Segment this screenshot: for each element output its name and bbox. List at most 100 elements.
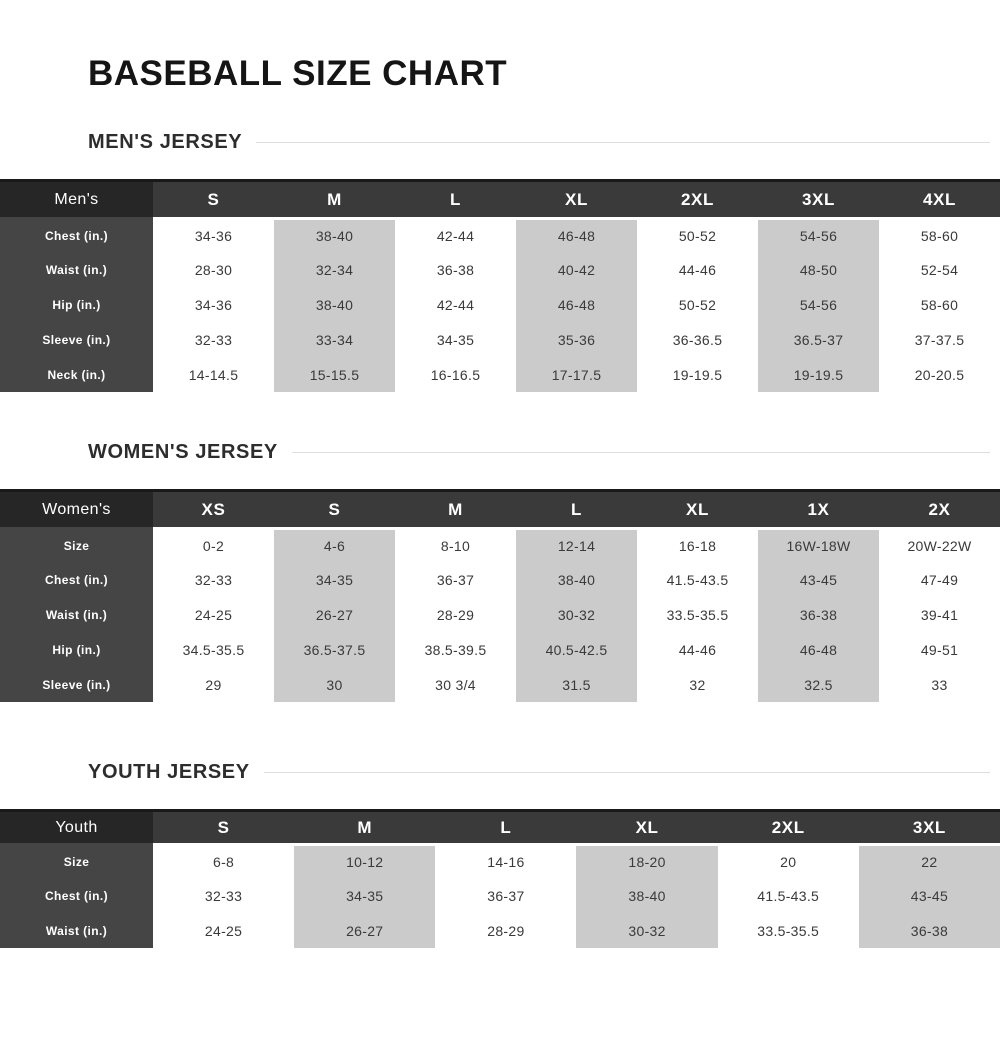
size-value-cell: 42-44 [395, 217, 516, 252]
size-value-cell: 34-36 [153, 217, 274, 252]
size-value-cell: 14-16 [435, 843, 577, 878]
measurement-row-label: Size [0, 527, 153, 562]
size-value-cell: 38.5-39.5 [395, 632, 516, 667]
size-value-cell: 40.5-42.5 [516, 632, 637, 667]
size-column-header: 1X [758, 489, 879, 527]
size-value-cell: 37-37.5 [879, 322, 1000, 357]
size-column-header: L [435, 809, 577, 843]
section-rule [291, 451, 990, 453]
size-value-cell: 20W-22W [879, 527, 1000, 562]
section-header-mens: MEN'S JERSEY [88, 130, 990, 154]
size-value-cell: 43-45 [858, 878, 1000, 913]
size-value-cell: 20 [717, 843, 859, 878]
size-column-header: 2X [879, 489, 1000, 527]
size-value-cell: 32.5 [758, 667, 879, 702]
size-column-header: L [395, 179, 516, 217]
size-column-header: XL [576, 809, 718, 843]
size-value-cell: 35-36 [516, 322, 637, 357]
size-column-header: 4XL [879, 179, 1000, 217]
youth-jersey-section: YOUTH JERSEY Youth S M L XL 2XL 3XL Size 6-8 10-1… [0, 760, 1000, 948]
table-corner-label: Youth [0, 809, 153, 843]
mens-jersey-section: MEN'S JERSEY Men's S M L XL 2XL 3XL 4XL Chest (i… [0, 130, 1000, 392]
measurement-row-label: Waist (in.) [0, 597, 153, 632]
size-value-cell: 30-32 [576, 913, 718, 948]
mens-size-table: Men's S M L XL 2XL 3XL 4XL Chest (in.) 34-36 38-40… [0, 179, 1000, 392]
size-value-cell: 58-60 [879, 287, 1000, 322]
size-value-cell: 38-40 [576, 878, 718, 913]
size-value-cell: 41.5-43.5 [717, 878, 859, 913]
size-value-cell: 32-33 [153, 562, 274, 597]
size-value-cell: 34-35 [294, 878, 436, 913]
size-value-cell: 29 [153, 667, 274, 702]
size-value-cell: 20-20.5 [879, 357, 1000, 392]
measurement-row-label: Sleeve (in.) [0, 322, 153, 357]
size-value-cell: 46-48 [516, 217, 637, 252]
size-value-cell: 44-46 [637, 632, 758, 667]
size-column-header: M [274, 179, 395, 217]
size-value-cell: 32 [637, 667, 758, 702]
size-value-cell: 36-37 [395, 562, 516, 597]
size-value-cell: 36-36.5 [637, 322, 758, 357]
size-value-cell: 48-50 [758, 252, 879, 287]
size-value-cell: 43-45 [758, 562, 879, 597]
size-value-cell: 12-14 [516, 527, 637, 562]
size-value-cell: 46-48 [516, 287, 637, 322]
size-value-cell: 47-49 [879, 562, 1000, 597]
size-value-cell: 16W-18W [758, 527, 879, 562]
youth-size-table: Youth S M L XL 2XL 3XL Size 6-8 10-12 14-16 18-20 20… [0, 809, 1000, 948]
size-column-header: 3XL [758, 179, 879, 217]
size-value-cell: 32-33 [153, 878, 295, 913]
section-header-youth: YOUTH JERSEY [88, 760, 990, 784]
size-value-cell: 24-25 [153, 597, 274, 632]
measurement-row-label: Neck (in.) [0, 357, 153, 392]
measurement-row-label: Waist (in.) [0, 913, 153, 948]
size-value-cell: 38-40 [274, 217, 395, 252]
size-value-cell: 17-17.5 [516, 357, 637, 392]
size-value-cell: 28-30 [153, 252, 274, 287]
size-value-cell: 28-29 [395, 597, 516, 632]
size-value-cell: 36-38 [395, 252, 516, 287]
size-column-header: L [516, 489, 637, 527]
size-value-cell: 30 3/4 [395, 667, 516, 702]
size-value-cell: 32-33 [153, 322, 274, 357]
size-value-cell: 28-29 [435, 913, 577, 948]
size-value-cell: 10-12 [294, 843, 436, 878]
measurement-row-label: Hip (in.) [0, 632, 153, 667]
measurement-row-label: Hip (in.) [0, 287, 153, 322]
section-header-womens: WOMEN'S JERSEY [88, 440, 990, 464]
size-value-cell: 18-20 [576, 843, 718, 878]
size-column-header: XS [153, 489, 274, 527]
section-title-mens: MEN'S JERSEY [88, 131, 243, 153]
size-value-cell: 16-16.5 [395, 357, 516, 392]
size-value-cell: 54-56 [758, 287, 879, 322]
size-value-cell: 19-19.5 [637, 357, 758, 392]
size-value-cell: 30-32 [516, 597, 637, 632]
size-value-cell: 36.5-37 [758, 322, 879, 357]
size-value-cell: 34-36 [153, 287, 274, 322]
measurement-row-label: Waist (in.) [0, 252, 153, 287]
size-value-cell: 49-51 [879, 632, 1000, 667]
size-value-cell: 31.5 [516, 667, 637, 702]
size-column-header: S [153, 179, 274, 217]
size-value-cell: 34-35 [274, 562, 395, 597]
size-column-header: M [395, 489, 516, 527]
size-value-cell: 22 [858, 843, 1000, 878]
page-title: BASEBALL SIZE CHART [88, 54, 508, 93]
measurement-row-label: Chest (in.) [0, 217, 153, 252]
size-value-cell: 32-34 [274, 252, 395, 287]
size-column-header: S [274, 489, 395, 527]
size-value-cell: 15-15.5 [274, 357, 395, 392]
size-value-cell: 0-2 [153, 527, 274, 562]
size-value-cell: 58-60 [879, 217, 1000, 252]
size-value-cell: 36-37 [435, 878, 577, 913]
measurement-row-label: Sleeve (in.) [0, 667, 153, 702]
table-corner-label: Women's [0, 489, 153, 527]
size-value-cell: 6-8 [153, 843, 295, 878]
size-column-header: 3XL [858, 809, 1000, 843]
size-column-header: 2XL [637, 179, 758, 217]
size-value-cell: 42-44 [395, 287, 516, 322]
size-value-cell: 38-40 [274, 287, 395, 322]
section-title-womens: WOMEN'S JERSEY [88, 441, 278, 463]
size-value-cell: 33 [879, 667, 1000, 702]
section-rule [263, 771, 990, 773]
